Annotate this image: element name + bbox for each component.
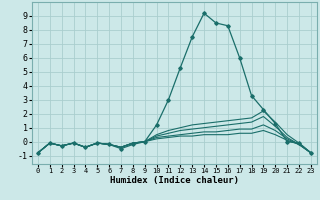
- X-axis label: Humidex (Indice chaleur): Humidex (Indice chaleur): [110, 176, 239, 185]
